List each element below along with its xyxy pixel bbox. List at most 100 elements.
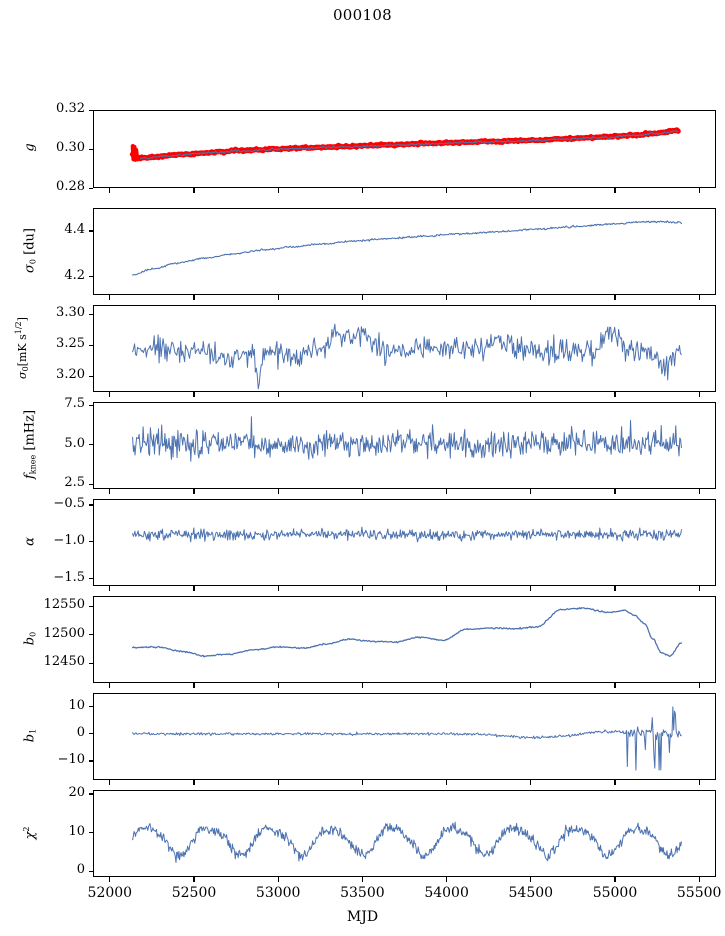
y-tick-mark xyxy=(89,109,93,111)
x-tick-mark xyxy=(530,683,532,688)
y-tick-mark xyxy=(89,404,93,406)
y-tick-label: 10 xyxy=(68,697,85,713)
x-tick-mark xyxy=(445,586,448,591)
x-tick-mark xyxy=(193,489,195,494)
y-tick-mark xyxy=(89,230,93,232)
y-tick-label: 10 xyxy=(68,823,85,839)
x-tick-mark xyxy=(193,295,195,300)
y-tick-mark xyxy=(89,313,93,315)
x-tick-mark xyxy=(361,780,363,785)
x-tick-mark xyxy=(698,489,700,494)
x-tick-mark xyxy=(193,188,195,193)
x-tick-label: 52000 xyxy=(87,885,133,901)
figure-title: 000108 xyxy=(332,6,393,24)
y-tick-mark xyxy=(89,706,93,708)
plot-panel-5 xyxy=(93,499,716,586)
x-tick-mark xyxy=(530,392,532,397)
x-tick-label: 55500 xyxy=(676,885,722,901)
x-tick-mark xyxy=(109,295,111,300)
y-tick-mark xyxy=(89,605,93,607)
x-tick-mark xyxy=(109,489,111,494)
x-tick-mark xyxy=(277,780,279,785)
plot-panel-4 xyxy=(93,402,716,489)
x-tick-mark xyxy=(530,586,532,591)
y-tick-label: 7.5 xyxy=(64,396,85,412)
y-tick-mark xyxy=(89,634,93,636)
y-tick-label: 12500 xyxy=(43,625,85,641)
y-tick-label: 12550 xyxy=(43,597,85,613)
y-tick-label: −10 xyxy=(57,751,85,767)
y-tick-mark xyxy=(89,504,93,506)
x-tick-mark xyxy=(361,683,363,688)
y-tick-mark xyxy=(89,760,93,762)
y-tick-mark xyxy=(89,375,93,378)
x-tick-mark xyxy=(361,877,363,882)
plot-panel-7 xyxy=(93,693,716,780)
x-tick-mark xyxy=(109,780,111,785)
y-tick-mark xyxy=(89,148,93,150)
x-tick-mark xyxy=(530,877,532,882)
x-tick-mark xyxy=(193,780,195,785)
x-tick-mark xyxy=(614,683,616,688)
x-tick-mark xyxy=(614,780,616,785)
y-tick-label: 20 xyxy=(68,784,85,800)
x-tick-mark xyxy=(277,877,279,882)
y-tick-label: 0.30 xyxy=(56,140,85,155)
y-tick-mark xyxy=(89,444,93,446)
x-tick-mark xyxy=(109,392,111,397)
x-tick-mark xyxy=(614,188,616,193)
x-tick-label: 53000 xyxy=(255,885,301,901)
y-axis-label-panel-2: σ0 [du] xyxy=(22,227,38,273)
y-tick-label: 0 xyxy=(76,862,85,878)
x-tick-mark xyxy=(109,683,111,688)
x-tick-mark xyxy=(698,392,700,397)
y-tick-label: 0.32 xyxy=(56,101,85,116)
x-tick-mark xyxy=(445,683,448,688)
x-tick-mark xyxy=(614,877,616,882)
y-tick-label: 3.25 xyxy=(56,336,85,352)
plot-panel-1 xyxy=(93,110,716,188)
x-tick-mark xyxy=(445,392,448,397)
y-tick-label: −1.0 xyxy=(53,532,85,548)
x-tick-mark xyxy=(277,295,279,300)
y-axis-label-panel-3: σ0[mK s1/2] xyxy=(14,316,30,379)
x-tick-mark xyxy=(109,586,111,591)
y-tick-label: 3.20 xyxy=(56,367,85,383)
y-tick-label: 5.0 xyxy=(64,435,85,451)
y-tick-mark xyxy=(89,276,93,278)
x-tick-label: 53500 xyxy=(340,885,385,901)
x-tick-mark xyxy=(361,188,363,193)
x-tick-label: 54500 xyxy=(508,885,554,901)
y-tick-mark xyxy=(89,344,93,347)
x-tick-mark xyxy=(361,586,363,591)
y-tick-mark xyxy=(89,870,93,872)
y-tick-label: 4.2 xyxy=(64,267,85,283)
x-tick-mark xyxy=(277,586,279,591)
x-tick-mark xyxy=(193,877,195,882)
plot-panel-2 xyxy=(93,208,716,295)
x-tick-mark xyxy=(698,188,700,193)
x-tick-mark xyxy=(277,683,279,688)
x-tick-mark xyxy=(445,489,448,494)
y-tick-label: 2.5 xyxy=(64,475,85,491)
x-tick-mark xyxy=(361,392,363,397)
x-tick-mark xyxy=(277,489,279,494)
x-tick-mark xyxy=(445,780,448,785)
x-tick-mark xyxy=(530,780,532,785)
x-tick-label: 54000 xyxy=(424,885,469,901)
x-axis-label: MJD xyxy=(346,909,379,925)
y-tick-mark xyxy=(89,187,93,189)
plot-panel-6 xyxy=(93,596,716,683)
y-tick-label: −1.5 xyxy=(53,569,85,585)
x-tick-mark xyxy=(277,188,279,193)
x-tick-mark xyxy=(445,295,448,300)
x-tick-mark xyxy=(361,295,363,300)
y-tick-label: 12450 xyxy=(43,654,85,670)
y-tick-label: −0.5 xyxy=(53,495,85,511)
x-tick-mark xyxy=(193,392,195,397)
x-tick-mark xyxy=(698,295,700,300)
x-tick-mark xyxy=(698,780,700,785)
x-tick-mark xyxy=(361,489,363,494)
y-tick-mark xyxy=(89,541,93,543)
